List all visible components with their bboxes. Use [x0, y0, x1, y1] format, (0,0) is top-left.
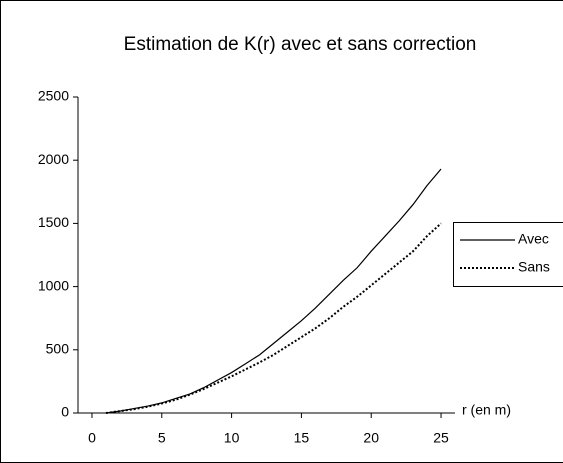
y-tick-label: 2500: [38, 88, 69, 104]
legend-label: Avec: [518, 231, 549, 247]
x-tick-label: 15: [294, 430, 310, 446]
x-axis-label: r (en m): [462, 402, 511, 418]
y-tick-label: 500: [46, 341, 70, 357]
chart-title: Estimation de K(r) avec et sans correcti…: [124, 34, 477, 55]
x-tick-label: 10: [224, 430, 240, 446]
x-tick-label: 20: [363, 430, 379, 446]
x-tick-label: 0: [88, 430, 96, 446]
line-series: [105, 168, 442, 414]
y-tick-label: 2000: [38, 151, 69, 167]
y-tick-label: 0: [61, 404, 69, 420]
y-tick-label: 1500: [38, 214, 69, 230]
legend-box: [453, 222, 563, 287]
x-tick-label: 5: [158, 430, 166, 446]
y-tick-label: 1000: [38, 277, 69, 293]
x-tick-label: 25: [433, 430, 449, 446]
line-series: [105, 222, 442, 414]
legend-label: Sans: [518, 259, 550, 275]
